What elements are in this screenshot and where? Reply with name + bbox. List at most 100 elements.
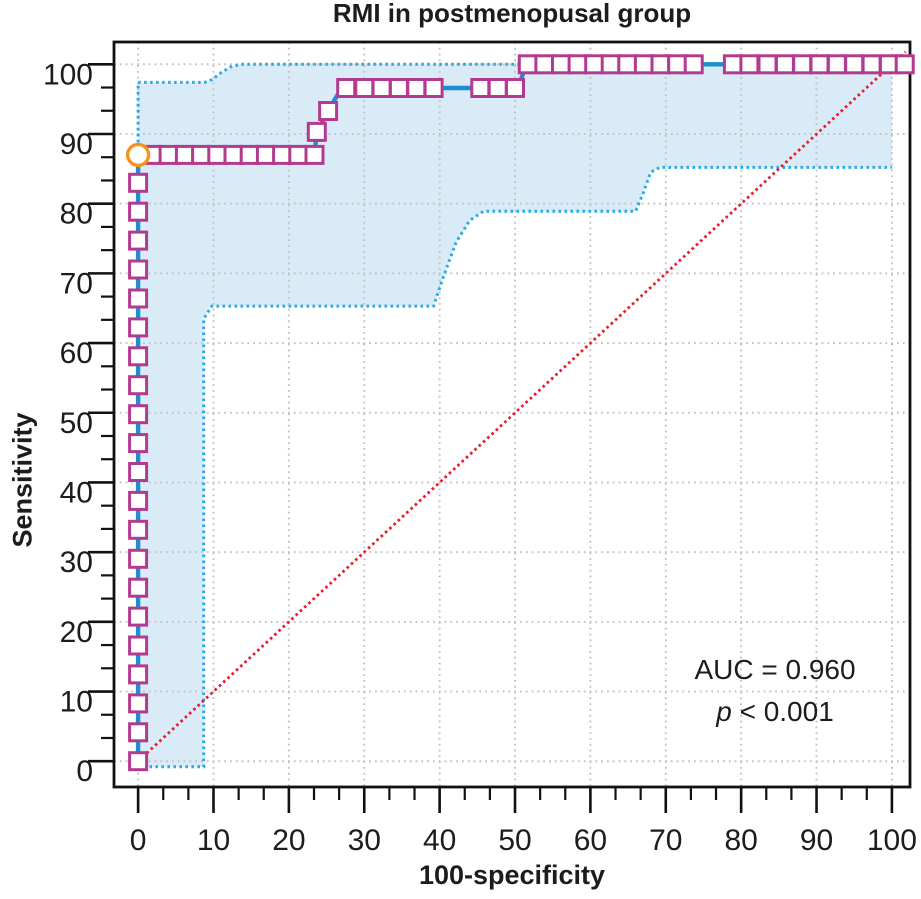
roc-point-square [239,144,260,165]
x-tick-label: 20 [272,824,305,857]
y-tick-label: 50 [60,407,93,440]
roc-point-square [894,54,915,75]
y-tick-label: 40 [60,476,93,509]
roc-point-square [128,664,149,685]
roc-point-square [128,404,149,425]
chart-title: RMI in postmenopusal group [332,0,692,28]
roc-point-square [128,172,149,193]
gridlines [114,42,910,787]
x-tick-label: 50 [498,824,531,857]
y-tick-label: 90 [60,128,93,161]
roc-point-square [792,54,813,75]
roc-point-square [354,78,375,98]
roc-point-square [650,54,671,75]
roc-point-square [809,54,830,75]
roc-point-square [388,78,409,98]
y-tick-label: 10 [60,686,93,719]
roc-point-square [551,54,571,75]
roc-point-square [336,78,357,98]
roc-point-square [722,54,743,75]
roc-point-square [128,490,149,511]
roc-point-square [423,78,444,98]
y-axis-title: Sensitivity [7,412,38,548]
roc-point-square [505,78,525,98]
roc-point-square [633,54,654,75]
plot-border [112,40,912,789]
axis-tick-labels: 0 10 20 30 40 50 60 70 80 90 100 0 10 20 30 40 50 60 70 80 9… [43,58,917,857]
roc-point-square [567,54,588,75]
roc-point-square [223,144,244,165]
y-tick-label: 0 [76,755,93,788]
auc-annotation: AUC = 0.960 p < 0.001 [694,649,855,733]
roc-point-square [288,144,309,165]
y-tick-label: 100 [43,58,93,91]
roc-point-square [255,144,276,165]
roc-point-square [128,519,149,540]
x-tick-label: 30 [348,824,381,857]
roc-point-square [128,346,149,367]
x-tick-label: 60 [574,824,607,857]
roc-point-square [128,259,149,280]
roc-point-square [861,54,882,75]
roc-point-markers [128,54,915,772]
roc-point-square [128,635,149,656]
ci-lower-bound [143,165,892,769]
roc-point-square [667,54,688,75]
roc-point-square [191,144,212,165]
x-tick-label: 70 [649,824,682,857]
roc-point-square [128,693,149,714]
y-tick-label: 80 [60,198,93,231]
y-tick-label: 20 [60,616,93,649]
auc-value-text: AUC = 0.960 [694,654,856,685]
roc-point-square [128,288,149,309]
p-value-text: p < 0.001 [716,696,834,727]
roc-point-square [826,54,847,75]
roc-point-square [304,144,325,165]
x-tick-label: 100 [867,824,917,857]
roc-point-square [774,54,795,75]
roc-point-square [158,144,179,165]
y-tick-label: 60 [60,337,93,370]
roc-point-square [128,317,149,338]
roc-point-square [128,462,149,482]
roc-point-square [128,375,149,396]
roc-point-square [534,54,555,75]
roc-point-square [128,751,149,772]
confidence-band [138,64,892,767]
roc-point-square [272,144,293,165]
axis-ticks [88,63,894,813]
roc-point-square [128,606,149,627]
roc-point-square [487,78,508,98]
x-axis-title: 100-specificity [418,860,606,890]
roc-point-square [683,54,704,75]
roc-point-square [470,78,491,98]
x-tick-label: 40 [423,824,456,857]
roc-point-square [757,54,778,75]
roc-point-square [844,54,865,75]
roc-point-square [584,54,605,75]
x-tick-label: 0 [130,824,147,857]
x-tick-label: 80 [724,824,757,857]
optimal-cutoff-marker [125,142,151,168]
roc-point-square [306,121,327,142]
roc-point-square [371,78,392,98]
roc-point-square [128,577,149,598]
ci-upper-bound [138,62,910,84]
roc-point-square [617,54,638,75]
y-tick-label: 30 [60,546,93,579]
x-tick-label: 10 [197,824,230,857]
roc-point-square [739,54,760,75]
roc-point-square [128,548,149,569]
roc-point-square [318,101,339,121]
roc-point-square [128,433,149,454]
roc-point-square [128,230,149,251]
roc-point-square [128,722,149,743]
roc-point-square [517,54,538,75]
reference-diagonal [137,50,907,763]
roc-point-square [174,144,195,165]
roc-point-square [600,54,621,75]
y-tick-label: 70 [60,267,93,300]
roc-point-square [406,78,427,98]
